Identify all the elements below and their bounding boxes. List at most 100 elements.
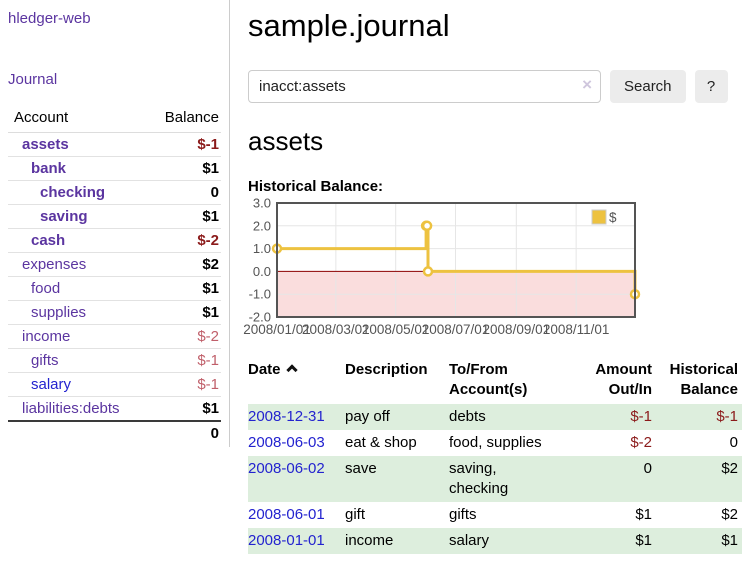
accounts-table: Account Balance assets $-1 bank $1 checking 0… [8, 105, 221, 445]
transaction-description: income [345, 532, 394, 549]
accounts-total-value: 0 [144, 420, 221, 445]
account-row: supplies $1 [8, 300, 221, 325]
register-row: 2008-01-01 income salary $1 $1 [248, 528, 742, 554]
sort-asc-icon [285, 364, 298, 376]
register-header-balance: Historical Balance [669, 361, 738, 398]
account-link[interactable]: income [22, 328, 71, 345]
account-row: expenses $2 [8, 252, 221, 277]
transaction-amount: $-2 [630, 434, 652, 451]
register-row: 2008-06-03 eat & shop food, supplies $-2 0 [248, 430, 742, 456]
accounts-header-balance: Balance [144, 105, 221, 133]
x-tick-label: 2008/01/01 [243, 322, 311, 337]
account-balance: 0 [144, 180, 221, 205]
account-balance: $-2 [144, 324, 221, 349]
y-tick-label: 2.0 [253, 218, 271, 233]
search-input[interactable] [248, 70, 601, 103]
account-link[interactable]: assets [22, 136, 69, 153]
sidebar-item-journal[interactable]: Journal [8, 71, 58, 88]
y-tick-label: -2.0 [249, 310, 271, 325]
data-point-marker [421, 220, 433, 232]
page-title: sample.journal [248, 8, 450, 43]
transaction-amount: $1 [635, 506, 652, 523]
transaction-description: save [345, 460, 377, 477]
account-link[interactable]: bank [31, 160, 67, 177]
accounts-total-row: 0 [8, 420, 221, 445]
account-link[interactable]: gifts [31, 352, 59, 369]
transaction-amount: 0 [643, 460, 652, 477]
account-balance: $2 [144, 252, 221, 277]
help-button[interactable]: ? [694, 70, 728, 103]
account-link[interactable]: checking [40, 184, 106, 201]
search-button[interactable]: Search [610, 70, 686, 103]
account-row: liabilities:debts $1 [8, 396, 221, 421]
account-link[interactable]: food [31, 280, 61, 297]
historical-balance-chart: 3.0 2.0 1.0 0.0 -1.0 -2.0 2008/01/01 2008/03/01… [243, 196, 742, 342]
transaction-balance: $-1 [716, 408, 738, 425]
register-header-description: Description [345, 361, 428, 378]
accounts-header-account: Account [8, 105, 145, 133]
account-row: assets $-1 [8, 133, 221, 157]
transaction-accounts: saving, checking [449, 460, 509, 497]
chart-canvas: 3.0 2.0 1.0 0.0 -1.0 -2.02008/01/012008/03/01… [243, 196, 641, 337]
account-balance: $-2 [144, 228, 221, 253]
transaction-description: gift [345, 506, 366, 523]
transaction-date-link[interactable]: 2008-06-02 [248, 460, 325, 477]
main-content: sample.journal × Search ? assets Histori… [243, 0, 742, 554]
account-row: income $-2 [8, 324, 221, 349]
sidebar: hledger-web Journal Account Balance asse… [0, 0, 230, 447]
account-link[interactable]: salary [31, 376, 72, 393]
account-link[interactable]: expenses [22, 256, 87, 273]
transaction-description: eat & shop [345, 434, 417, 451]
legend-label: $ [609, 210, 617, 225]
account-balance: $-1 [144, 372, 221, 397]
account-balance: $-1 [144, 348, 221, 373]
account-heading: assets [248, 126, 324, 156]
x-tick-label: 2008/09/01 [483, 322, 551, 337]
register-table: Date Description To/From Account(s) Amou… [248, 358, 742, 554]
transaction-date-link[interactable]: 2008-06-03 [248, 434, 325, 451]
x-tick-label: 2008/03/01 [302, 322, 370, 337]
y-tick-label: 1.0 [253, 241, 271, 256]
y-tick-label: 3.0 [253, 196, 271, 211]
account-balance: $1 [144, 204, 221, 229]
transaction-date-link[interactable]: 2008-12-31 [248, 408, 325, 425]
account-row: bank $1 [8, 156, 221, 181]
register-row: 2008-06-01 gift gifts $1 $2 [248, 502, 742, 528]
transaction-accounts: salary [449, 532, 490, 549]
search-bar: × Search ? [248, 70, 742, 103]
transaction-balance: $1 [721, 532, 738, 549]
account-link[interactable]: supplies [31, 304, 87, 321]
register-header-amount: Amount Out/In [595, 361, 652, 398]
transaction-amount: $-1 [630, 408, 652, 425]
legend-swatch [591, 209, 607, 225]
transaction-balance: $2 [721, 460, 738, 477]
chart-label: Historical Balance: [248, 178, 384, 195]
plot-border [276, 202, 636, 318]
x-tick-label: 2008/05/01 [362, 322, 430, 337]
transaction-accounts: food, supplies [449, 434, 542, 451]
transaction-amount: $1 [635, 532, 652, 549]
account-link[interactable]: saving [40, 208, 88, 225]
transaction-balance: 0 [729, 434, 738, 451]
transaction-accounts: debts [449, 408, 486, 425]
brand-link[interactable]: hledger-web [8, 10, 91, 27]
account-balance: $1 [144, 156, 221, 181]
register-header-accounts: To/From Account(s) [449, 361, 528, 398]
account-row: salary $-1 [8, 372, 221, 397]
transaction-balance: $2 [721, 506, 738, 523]
data-point-marker [422, 266, 434, 277]
y-tick-label: -1.0 [249, 287, 271, 302]
account-link[interactable]: liabilities:debts [22, 400, 120, 417]
transaction-accounts: gifts [449, 506, 477, 523]
x-tick-label: 2008/07/01 [422, 322, 490, 337]
account-balance: $1 [144, 300, 221, 325]
transaction-date-link[interactable]: 2008-06-01 [248, 506, 325, 523]
account-balance: $1 [144, 276, 221, 301]
transaction-date-link[interactable]: 2008-01-01 [248, 532, 325, 549]
account-row: checking 0 [8, 180, 221, 205]
clear-search-icon[interactable]: × [582, 75, 592, 94]
register-header-date[interactable]: Date [248, 358, 345, 404]
account-balance: $-1 [197, 136, 219, 153]
account-link[interactable]: cash [31, 232, 66, 249]
x-tick-label: 2008/11/01 [543, 322, 610, 337]
